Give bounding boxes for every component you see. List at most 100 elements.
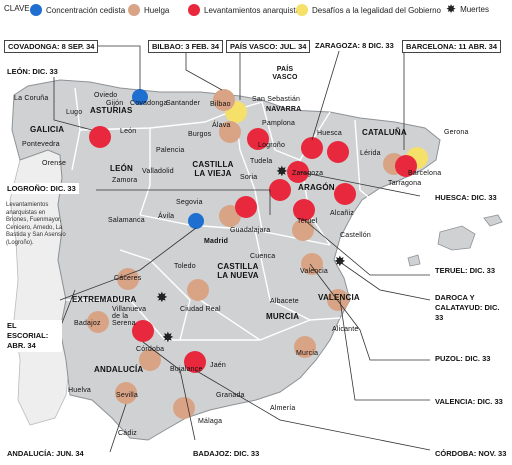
city-label: Teruel (297, 218, 318, 225)
region-label: CASTILLA LA NUEVA (217, 262, 259, 280)
legend-label: Concentración cedista (46, 5, 126, 15)
city-label: Huelva (68, 387, 91, 394)
city-label: Santander (166, 100, 201, 107)
city-label: Cáceres (114, 275, 142, 282)
city-label: Ávila (158, 213, 175, 220)
callout-bilbao: BILBAO: 3 FEB. 34 (148, 40, 224, 53)
logrono-note: Levantamientos anarquistas en Briones, F… (6, 202, 66, 246)
marker-huelga (115, 382, 137, 404)
city-label: Guadalajara (230, 227, 271, 234)
region-label: PAÍS VASCO (272, 66, 298, 81)
city-label: San Sebastián (252, 96, 301, 103)
city-label: Castellón (340, 232, 371, 239)
callout-logrono: LOGROÑO: DIC. 33 (4, 183, 79, 194)
legend-swatch-red (188, 4, 200, 16)
death-star-icon: ✸ (162, 330, 174, 346)
callout-lines (53, 45, 431, 453)
city-label: Gijón (106, 100, 124, 107)
marker-huelga (87, 311, 109, 333)
callout-puzol: PUZOL: DIC. 33 (432, 353, 494, 364)
callout-teruel: TERUEL: DIC. 33 (432, 265, 499, 276)
city-label: Alicante (332, 326, 359, 333)
city-label: Orense (42, 160, 67, 167)
callout-barcelona: BARCELONA: 11 ABR. 34 (402, 40, 501, 53)
legend-item-huelga: Huelga (128, 4, 169, 16)
marker-levantamiento (301, 137, 323, 159)
marker-huelga (219, 121, 241, 143)
legend-label: Huelga (144, 5, 170, 15)
uprising-markers (89, 126, 417, 373)
menorca-island (483, 214, 503, 227)
death-markers: ✸ ✸ ✸ ✸ (156, 164, 346, 346)
marker-huelga (327, 289, 349, 311)
death-star-icon: ✸ (276, 164, 288, 180)
city-label: Barcelona (408, 170, 442, 177)
marker-huelga (294, 336, 316, 358)
marker-huelga (292, 219, 314, 241)
death-star-icon: ✸ (446, 2, 457, 16)
city-label: Bujalance (170, 366, 203, 373)
city-label: Bilbao (210, 101, 231, 108)
city-label: Gerona (444, 129, 469, 136)
city-label: Granada (216, 392, 245, 399)
legend-title-text: CLAVE (4, 4, 30, 13)
city-label: Valencia (300, 268, 328, 275)
legend-swatch-yellow (296, 4, 308, 16)
mallorca-island (437, 225, 476, 251)
callout-cordoba: CÓRDOBA: NOV. 33 (432, 448, 510, 459)
ibiza-island (407, 254, 421, 267)
callout-el-escorial: EL ESCORIAL: ABR. 34 (4, 320, 62, 352)
callout-leon: LEÓN: DIC. 33 (4, 66, 61, 77)
death-star-icon: ✸ (156, 290, 168, 306)
callout-valencia: VALENCIA: DIC. 33 (432, 396, 506, 407)
callout-zaragoza: ZARAGOZA: 8 DIC. 33 (312, 40, 397, 51)
city-label: Córdoba (136, 346, 165, 353)
callout-andalucia: ANDALUCÍA: JUN. 34 (4, 448, 87, 459)
marker-levantamiento (327, 141, 349, 163)
city-label: Palencia (156, 147, 185, 154)
marker-cedista-covadonga (132, 89, 148, 105)
city-label: Albacete (270, 298, 299, 305)
region-label: NAVARRA (266, 106, 302, 113)
city-label: Salamanca (108, 217, 145, 224)
marker-levantamiento (247, 128, 269, 150)
legend-label: Levantamientos anarquistas (204, 5, 305, 15)
region-label: LEÓN (110, 164, 134, 173)
callout-huesca: HUESCA: DIC. 33 (432, 192, 500, 203)
city-label: Badajoz (74, 320, 101, 327)
marker-levantamiento (235, 196, 257, 218)
marker-cedista-escorial (188, 213, 204, 229)
city-label: Almería (270, 405, 296, 412)
region-label: EXTREMADURA (72, 295, 137, 304)
city-label: Huesca (317, 130, 342, 137)
marker-levantamiento (269, 179, 291, 201)
marker-huelga (213, 89, 235, 111)
callout-daroca-calatayud: DAROCA Y CALATAYUD: DIC. 33 (432, 292, 510, 324)
region-label: ANDALUCÍA (94, 365, 144, 374)
marker-levantamiento (184, 351, 206, 373)
marker-huelga (301, 253, 323, 275)
marker-levantamiento (287, 161, 309, 183)
region-label: ARAGÓN (298, 183, 335, 192)
city-label: Ciudad Real (180, 306, 221, 313)
city-label: Cádiz (118, 430, 137, 437)
region-label: MURCIA (266, 312, 300, 321)
city-label: Lugo (66, 109, 83, 116)
marker-levantamiento (89, 126, 111, 148)
city-label: Soria (240, 174, 258, 181)
city-label: Lérida (360, 150, 381, 157)
marker-levantamiento (334, 183, 356, 205)
legend-swatch-blue (30, 4, 42, 16)
city-label: Valladolid (142, 168, 174, 175)
city-label: Cuenca (250, 253, 276, 260)
city-label: León (120, 128, 137, 135)
legend-item-desafios: Desafíos a la legalidad del Gobierno (296, 4, 441, 16)
city-label: Logroño (258, 142, 286, 149)
city-label: Tarragona (388, 180, 422, 187)
city-label: La Coruña (14, 95, 49, 102)
marker-levantamiento (132, 320, 154, 342)
legend-item-muertes: ✸ Muertes (446, 2, 489, 16)
